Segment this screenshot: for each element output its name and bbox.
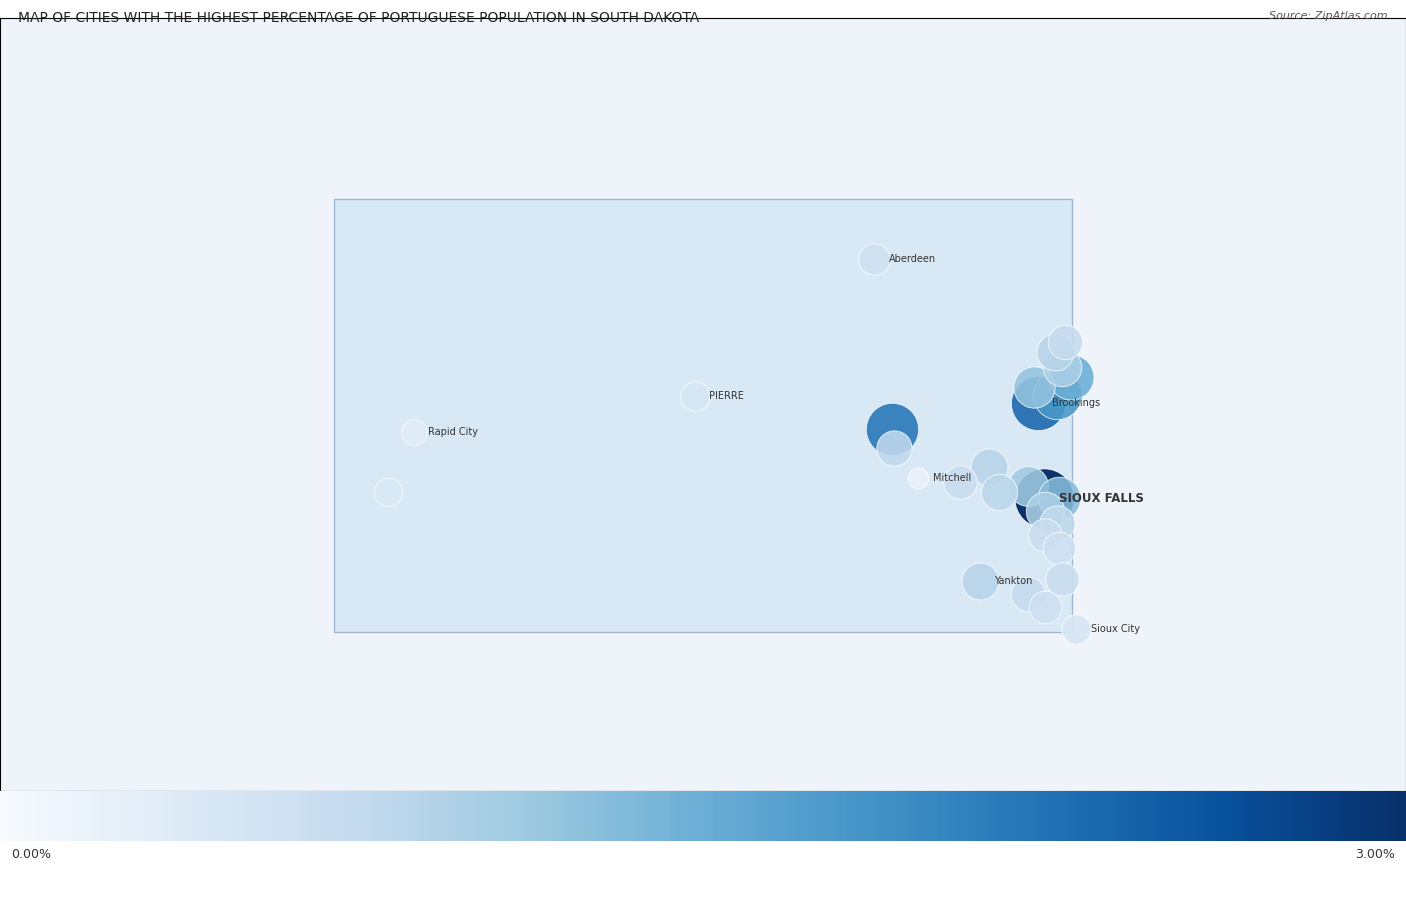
Point	[1046, 387, 1069, 402]
Point	[377, 485, 399, 499]
Text: Sioux City: Sioux City	[1091, 624, 1140, 634]
Point	[949, 475, 972, 489]
Text: MAP OF CITIES WITH THE HIGHEST PERCENTAGE OF PORTUGUESE POPULATION IN SOUTH DAKO: MAP OF CITIES WITH THE HIGHEST PERCENTAG…	[18, 11, 700, 25]
Point	[1060, 369, 1083, 384]
Text: 0.00%: 0.00%	[11, 848, 51, 860]
Point	[1050, 360, 1073, 374]
Text: Source: ZipAtlas.com: Source: ZipAtlas.com	[1270, 11, 1388, 21]
Text: SIOUX FALLS: SIOUX FALLS	[1059, 492, 1143, 505]
Point	[880, 423, 903, 437]
Point	[977, 459, 1000, 474]
Point	[1053, 335, 1076, 350]
Point	[1050, 572, 1073, 586]
Point	[907, 471, 929, 485]
Text: Rapid City: Rapid City	[429, 427, 478, 437]
Point	[1033, 491, 1056, 505]
Text: Brookings: Brookings	[1052, 398, 1101, 408]
Point	[1033, 529, 1056, 543]
Point	[1047, 541, 1070, 556]
Point	[883, 441, 905, 456]
Point	[1033, 600, 1056, 614]
Point	[1033, 491, 1056, 505]
Point	[1047, 491, 1070, 505]
Text: PIERRE: PIERRE	[709, 391, 744, 401]
Text: Mitchell: Mitchell	[932, 473, 972, 483]
Point	[1033, 503, 1056, 518]
Point	[683, 389, 706, 404]
Text: 3.00%: 3.00%	[1355, 848, 1395, 860]
Text: Yankton: Yankton	[994, 576, 1032, 586]
Point	[1046, 516, 1069, 530]
Point	[402, 424, 425, 439]
Point	[1043, 345, 1066, 360]
Point	[1022, 380, 1045, 395]
Point	[969, 574, 991, 589]
Point	[1017, 478, 1039, 493]
Point	[1066, 622, 1088, 636]
FancyBboxPatch shape	[333, 199, 1073, 631]
Point	[1026, 396, 1049, 410]
Text: Aberdeen: Aberdeen	[889, 254, 935, 264]
Point	[1017, 587, 1039, 601]
Point	[987, 485, 1010, 499]
Point	[863, 253, 886, 267]
